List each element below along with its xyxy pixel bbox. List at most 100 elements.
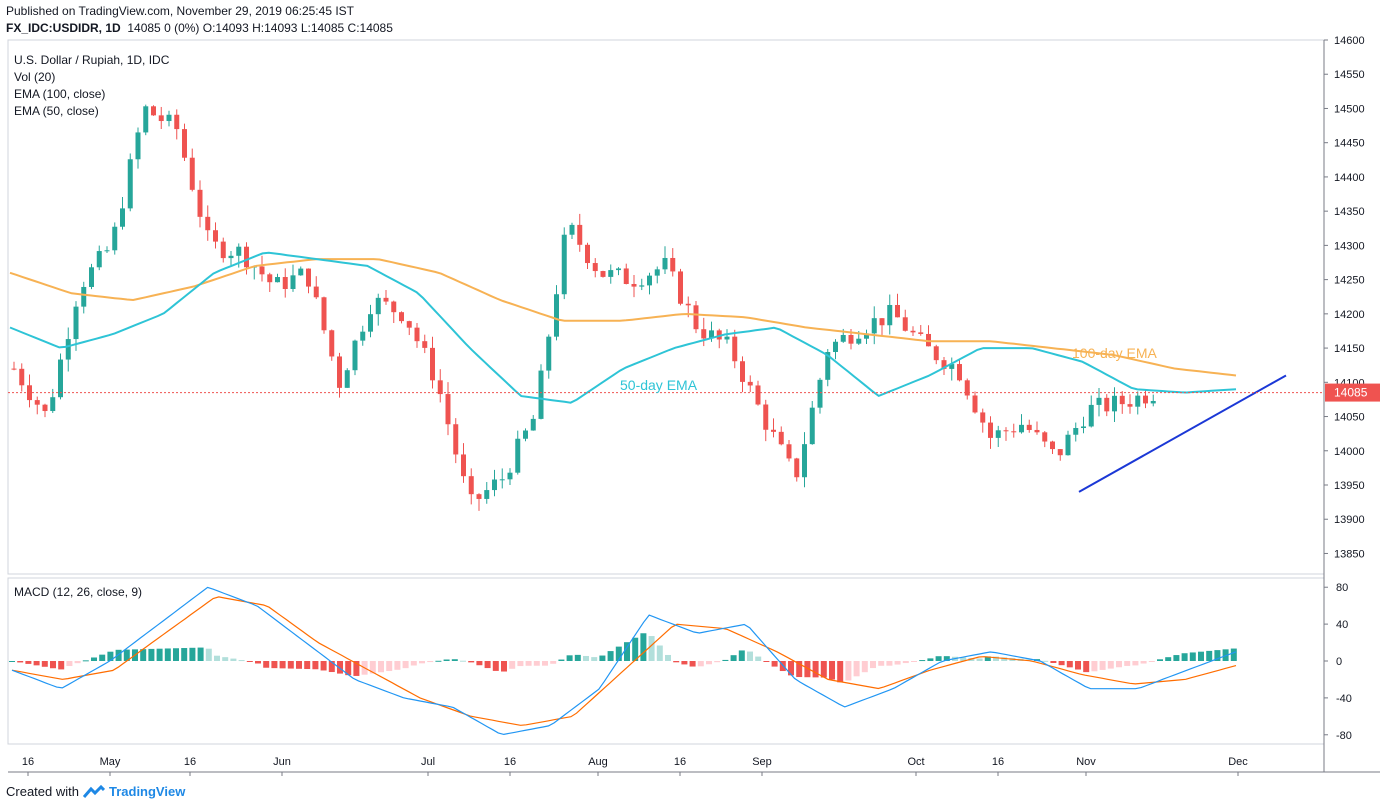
macd-histogram-bar bbox=[656, 645, 663, 661]
candle-body bbox=[259, 266, 265, 275]
macd-histogram-bar bbox=[140, 649, 147, 661]
candle-body bbox=[11, 368, 17, 370]
candle-body bbox=[895, 304, 900, 318]
macd-histogram-bar bbox=[337, 661, 343, 674]
candle-body bbox=[957, 364, 962, 381]
candle-body bbox=[980, 412, 986, 423]
macd-histogram-bar bbox=[738, 650, 745, 661]
candle-body bbox=[1050, 441, 1055, 450]
macd-histogram-bar bbox=[214, 655, 220, 661]
candle-body bbox=[802, 444, 807, 478]
macd-histogram-bar bbox=[984, 656, 991, 661]
ema100-annotation: 100-day EMA bbox=[1072, 345, 1157, 361]
macd-histogram-bar bbox=[558, 659, 565, 661]
candle-body bbox=[383, 297, 389, 302]
macd-histogram-bar bbox=[410, 661, 417, 666]
macd-histogram-bar bbox=[648, 636, 655, 661]
macd-histogram-bar bbox=[279, 661, 286, 669]
candle-body bbox=[910, 330, 916, 333]
candle-body bbox=[685, 303, 691, 306]
candle-body bbox=[445, 394, 451, 425]
candle-body bbox=[73, 306, 79, 340]
price-tick-label: 14500 bbox=[1334, 103, 1365, 115]
macd-histogram-bar bbox=[173, 648, 179, 661]
macd-histogram-bar bbox=[492, 661, 499, 671]
candle-body bbox=[151, 106, 156, 116]
macd-line bbox=[11, 586, 1237, 736]
macd-histogram-bar bbox=[287, 661, 294, 669]
macd-histogram-bar bbox=[788, 661, 794, 676]
candle-body bbox=[623, 268, 629, 284]
candle-body bbox=[608, 270, 614, 277]
candle-body bbox=[530, 418, 536, 431]
candle-body bbox=[507, 472, 513, 480]
candle-body bbox=[693, 305, 699, 330]
candle-body bbox=[352, 340, 358, 371]
macd-histogram-bar bbox=[927, 658, 934, 661]
candle-body bbox=[267, 274, 273, 283]
macd-histogram-bar bbox=[820, 661, 827, 678]
candle-body bbox=[1042, 432, 1048, 442]
macd-histogram-bar bbox=[230, 658, 237, 661]
macd-histogram-bar bbox=[255, 661, 261, 664]
candle-body bbox=[786, 444, 792, 459]
macd-tick-label: 0 bbox=[1336, 656, 1342, 668]
candle-body bbox=[1011, 431, 1017, 433]
candle-body bbox=[189, 157, 195, 190]
candle-body bbox=[220, 241, 226, 259]
candle-body bbox=[422, 341, 428, 348]
time-tick-label: 16 bbox=[184, 756, 196, 768]
candle-body bbox=[492, 479, 497, 491]
macd-histogram-bar bbox=[402, 661, 409, 669]
price-tick-label: 14050 bbox=[1334, 412, 1365, 424]
candle-body bbox=[306, 268, 311, 287]
candle-body bbox=[1104, 397, 1110, 412]
macd-histogram-bar bbox=[730, 655, 737, 661]
candle-body bbox=[213, 230, 218, 242]
candle-body bbox=[1065, 434, 1071, 456]
candle-body bbox=[1073, 428, 1079, 435]
candle-body bbox=[275, 277, 280, 283]
macd-histogram-bar bbox=[1189, 652, 1196, 661]
macd-tick-label: 40 bbox=[1336, 619, 1348, 631]
footer: Created with TradingView bbox=[6, 784, 185, 799]
macd-histogram-bar bbox=[304, 661, 311, 670]
candle-body bbox=[19, 368, 25, 386]
candle-body bbox=[701, 329, 707, 339]
candle-body bbox=[716, 330, 722, 340]
macd-histogram-bar bbox=[1173, 655, 1180, 661]
tradingview-logo-icon bbox=[82, 784, 105, 798]
macd-histogram-bar bbox=[189, 647, 196, 661]
macd-histogram-bar bbox=[1140, 661, 1147, 664]
candle-body bbox=[848, 334, 854, 344]
candle-body bbox=[1003, 430, 1009, 432]
macd-histogram-bar bbox=[484, 661, 491, 669]
candle-body bbox=[205, 216, 211, 231]
macd-histogram-bar bbox=[542, 661, 548, 666]
candle-body bbox=[887, 304, 893, 326]
symbol-name: FX_IDC:USDIDR, 1D bbox=[6, 21, 121, 35]
macd-histogram-bar bbox=[517, 661, 524, 667]
macd-histogram-bar bbox=[164, 648, 171, 661]
candle-body bbox=[902, 317, 908, 331]
candle-body bbox=[724, 336, 730, 340]
candle-body bbox=[1081, 426, 1086, 429]
candle-body bbox=[391, 301, 397, 313]
footer-brand[interactable]: TradingView bbox=[108, 784, 186, 799]
candle-body bbox=[856, 338, 862, 344]
ema100-line bbox=[9, 258, 1237, 377]
candle-body bbox=[368, 314, 373, 332]
price-tick-label: 13850 bbox=[1334, 548, 1365, 560]
candle-body bbox=[360, 331, 366, 341]
macd-histogram-bar bbox=[296, 661, 302, 669]
candle-body bbox=[1135, 395, 1141, 407]
candle-body bbox=[817, 379, 823, 408]
candle-body bbox=[1088, 404, 1094, 427]
macd-histogram-bar bbox=[1230, 648, 1237, 661]
candle-body bbox=[1150, 400, 1156, 404]
candle-body bbox=[1143, 395, 1148, 404]
legend-ema50: EMA (50, close) bbox=[14, 104, 99, 118]
macd-histogram-bar bbox=[689, 661, 696, 667]
macd-histogram-bar bbox=[181, 648, 188, 661]
